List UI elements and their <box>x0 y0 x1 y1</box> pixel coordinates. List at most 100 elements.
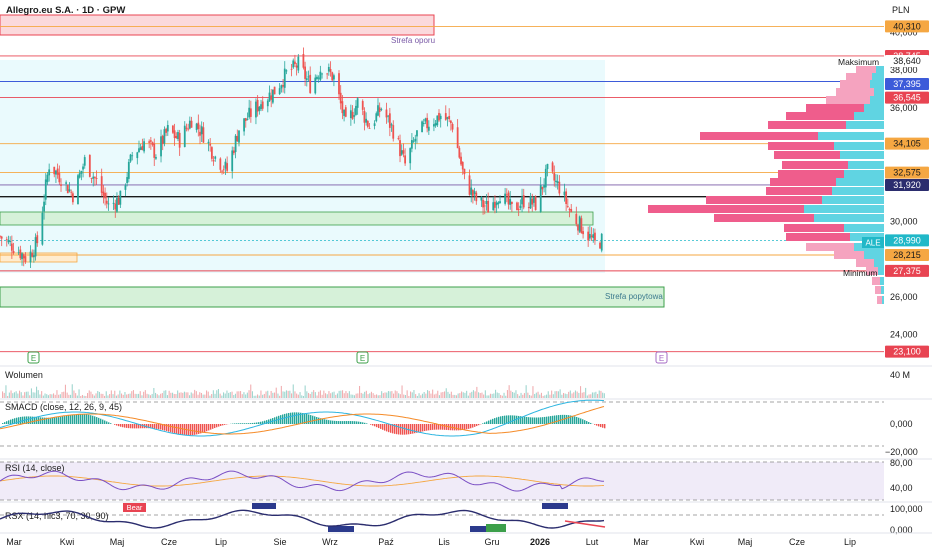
macd-hist <box>42 417 44 424</box>
macd-hist <box>324 419 326 424</box>
profile-buy <box>818 132 884 140</box>
candle-body <box>209 143 212 146</box>
profile-sell <box>768 142 834 150</box>
candle-body <box>200 126 203 135</box>
profile-buy <box>834 142 884 150</box>
volume-bar <box>496 392 498 398</box>
volume-bar <box>289 390 291 398</box>
volume-bar <box>478 392 480 398</box>
volume-bar <box>87 393 89 398</box>
volume-bar <box>401 385 403 398</box>
candle-body <box>522 195 525 208</box>
volume-bar <box>350 394 352 398</box>
candle-body <box>117 197 120 205</box>
candle-body <box>246 119 249 120</box>
volume-bar <box>603 393 605 398</box>
volume-bar <box>435 393 437 398</box>
volume-bar <box>32 392 34 398</box>
macd-tick-neg: −20,000 <box>885 447 918 457</box>
time-tick: Maj <box>738 537 753 547</box>
volume-bar <box>139 391 141 398</box>
volume-bar <box>328 391 330 398</box>
volume-bar <box>10 390 12 398</box>
candle-body <box>141 145 144 151</box>
macd-hist <box>14 418 16 424</box>
candle-body <box>355 105 357 115</box>
candle-body <box>102 191 105 196</box>
volume-bar <box>7 395 9 398</box>
candle-body <box>580 218 583 234</box>
volume-bar <box>501 395 503 398</box>
macd-hist <box>102 419 104 424</box>
bear-label: Bear <box>127 503 143 512</box>
candle-body <box>590 235 593 238</box>
candle-body <box>331 72 334 81</box>
candle-body <box>400 150 403 155</box>
candle-body <box>58 173 61 183</box>
candle-body <box>578 216 581 232</box>
volume-bar <box>542 395 544 398</box>
candle-body <box>129 154 132 162</box>
time-tick: Lis <box>438 537 450 547</box>
profile-sell <box>806 243 854 251</box>
macd-hist <box>518 415 520 424</box>
macd-hist <box>136 424 138 429</box>
profile-sell <box>714 214 814 222</box>
candle-body <box>221 170 223 172</box>
macd-hist <box>28 416 30 424</box>
volume-bar <box>221 395 223 398</box>
volume-bar <box>143 391 145 398</box>
volume-bar <box>267 390 269 398</box>
macd-hist <box>44 417 46 424</box>
macd-hist <box>474 424 476 427</box>
candle-body <box>448 115 451 120</box>
volume-bar <box>540 392 542 398</box>
profile-buy <box>874 259 884 267</box>
candle-body <box>438 112 440 121</box>
time-tick: Cze <box>789 537 805 547</box>
volume-bar <box>420 395 422 398</box>
time-tick: Paź <box>378 537 394 547</box>
candle-body <box>533 196 535 203</box>
macd-hist <box>382 424 384 430</box>
macd-hist <box>220 424 222 426</box>
candle-body <box>468 175 471 195</box>
profile-buy <box>870 80 884 88</box>
volume-bar <box>508 385 510 398</box>
candle-body <box>44 179 47 200</box>
candle-body <box>582 231 584 235</box>
volume-bar <box>331 392 333 398</box>
profile-buy <box>870 96 884 104</box>
candle-body <box>329 68 332 73</box>
svg-text:36,545: 36,545 <box>893 93 921 103</box>
volume-bar <box>202 394 204 398</box>
macd-hist <box>334 420 336 424</box>
macd-hist <box>100 418 102 424</box>
volume-bar <box>255 395 257 398</box>
volume-bar <box>539 394 541 398</box>
candle-body <box>244 118 247 121</box>
macd-hist <box>32 416 34 424</box>
candle-body <box>399 140 401 157</box>
volume-panel-title: Wolumen <box>5 370 43 380</box>
macd-hist <box>490 419 492 424</box>
candle-body <box>126 177 129 184</box>
volume-bar <box>207 391 209 398</box>
volume-bar <box>316 395 318 398</box>
volume-bar <box>598 390 600 398</box>
macd-hist <box>252 422 254 424</box>
volume-bar <box>498 393 500 398</box>
volume-bar <box>396 391 398 398</box>
time-tick: Mar <box>6 537 22 547</box>
candle-body <box>587 231 590 241</box>
macd-hist <box>366 423 368 424</box>
macd-hist <box>154 424 156 429</box>
macd-hist <box>386 424 388 432</box>
volume-bar <box>39 394 41 398</box>
macd-hist <box>242 423 244 424</box>
candle-body <box>207 141 210 144</box>
candle-body <box>544 168 547 188</box>
candle-body <box>119 190 122 205</box>
macd-hist <box>512 415 514 424</box>
